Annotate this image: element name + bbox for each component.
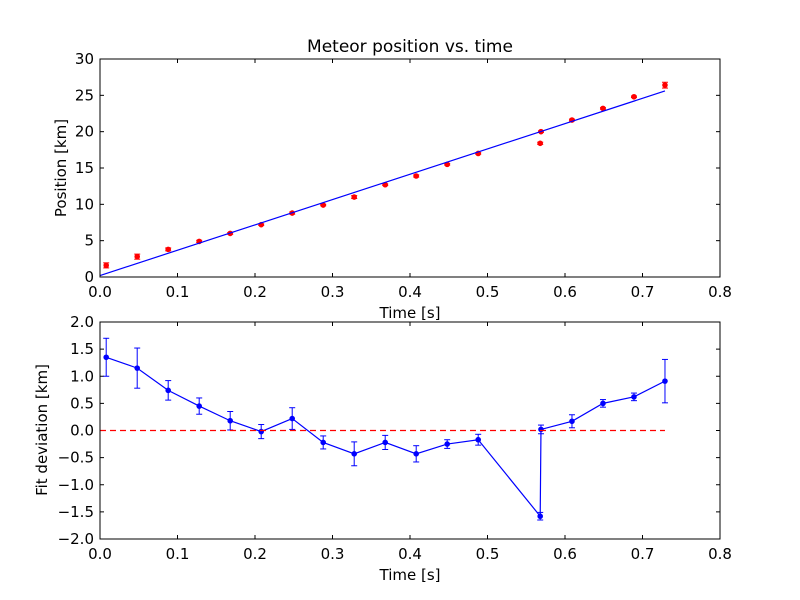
y-tick-label: 0: [84, 268, 94, 286]
data-point: [165, 387, 171, 394]
x-tick-label: 0.4: [398, 545, 422, 563]
data-point: [569, 418, 575, 425]
x-axis-label: Time [s]: [379, 304, 441, 322]
x-tick-label: 0.2: [243, 283, 267, 301]
plot-area: 0.0 0.1 0.2 0.3 0.4 0.5 0.6 0.7 0.8 −2.0 −1.5 −1.0 −…: [58, 313, 732, 563]
fit-line: [99, 90, 666, 277]
data-point: [444, 441, 451, 447]
x-tick-label: 0.0: [88, 283, 112, 301]
x-tick-label: 0.8: [708, 545, 732, 563]
data-point: [103, 262, 109, 269]
y-tick-label: 10: [75, 195, 94, 213]
data-point: [382, 439, 389, 446]
x-tick-label: 0.1: [166, 283, 190, 301]
x-tick-label: 0.3: [321, 283, 345, 301]
x-tick-label: 0.2: [243, 545, 267, 563]
chart-title: Meteor position vs. time: [307, 37, 513, 57]
data-point: [662, 378, 668, 384]
x-tick-label: 0.7: [631, 283, 655, 301]
data-point: [134, 253, 140, 260]
y-tick-label: −1.0: [58, 476, 94, 494]
x-tick-label: 0.5: [476, 283, 500, 301]
data-point: [537, 140, 544, 147]
deviation-chart: Time [s] Fit deviation [km] 0.0 0.1 0.2 0.3…: [33, 313, 732, 584]
data-point: [537, 513, 544, 520]
y-tick-label: 1.0: [70, 367, 94, 385]
data-point: [289, 415, 296, 422]
y-tick-label: 15: [75, 159, 94, 177]
data-point: [413, 451, 420, 457]
x-tick-label: 0.6: [553, 283, 577, 301]
data-point: [413, 173, 420, 179]
plot-area: 0.0 0.1 0.2 0.3 0.4 0.5 0.6 0.7 0.8 0 5 10 15 20 25 30: [75, 50, 732, 301]
data-point: [103, 354, 109, 361]
y-tick-label: 1.5: [70, 340, 94, 358]
data-point: [351, 194, 358, 200]
x-tick-label: 0.4: [398, 283, 422, 301]
data-point: [227, 417, 233, 424]
x-tick-label: 0.5: [476, 545, 500, 563]
y-tick-label: 30: [75, 50, 94, 68]
x-tick-label: 0.3: [321, 545, 345, 563]
y-tick-label: 20: [75, 123, 94, 141]
axes-frame: [99, 321, 721, 540]
data-point: [196, 403, 202, 409]
y-tick-label: 5: [84, 232, 94, 250]
data-point: [475, 436, 482, 443]
y-tick-label: 0.0: [70, 422, 94, 440]
x-axis-label: Time [s]: [379, 566, 441, 584]
y-axis-label: Position [km]: [52, 119, 70, 217]
y-tick-label: −0.5: [58, 449, 94, 467]
y-axis-label: Fit deviation [km]: [33, 364, 51, 496]
x-tick-label: 0.1: [166, 545, 190, 563]
y-tick-label: 25: [75, 86, 94, 104]
y-tick-label: −2.0: [58, 530, 94, 548]
y-tick-label: 0.5: [70, 394, 94, 412]
y-tick-label: 2.0: [70, 313, 94, 331]
data-point: [600, 105, 606, 112]
data-point: [351, 451, 358, 457]
data-point: [631, 93, 637, 100]
data-point: [165, 246, 171, 253]
axes-frame: [99, 58, 721, 278]
x-tick-label: 0.8: [708, 283, 732, 301]
position-chart: Meteor position vs. time Time [s] Positi…: [52, 37, 732, 322]
x-tick-label: 0.0: [88, 545, 112, 563]
data-point: [320, 439, 327, 446]
x-tick-label: 0.6: [553, 545, 577, 563]
data-point: [600, 400, 606, 407]
x-tick-label: 0.7: [631, 545, 655, 563]
data-point: [631, 394, 637, 400]
data-point: [662, 82, 668, 88]
data-point: [134, 365, 140, 371]
y-tick-label: −1.5: [58, 503, 94, 521]
